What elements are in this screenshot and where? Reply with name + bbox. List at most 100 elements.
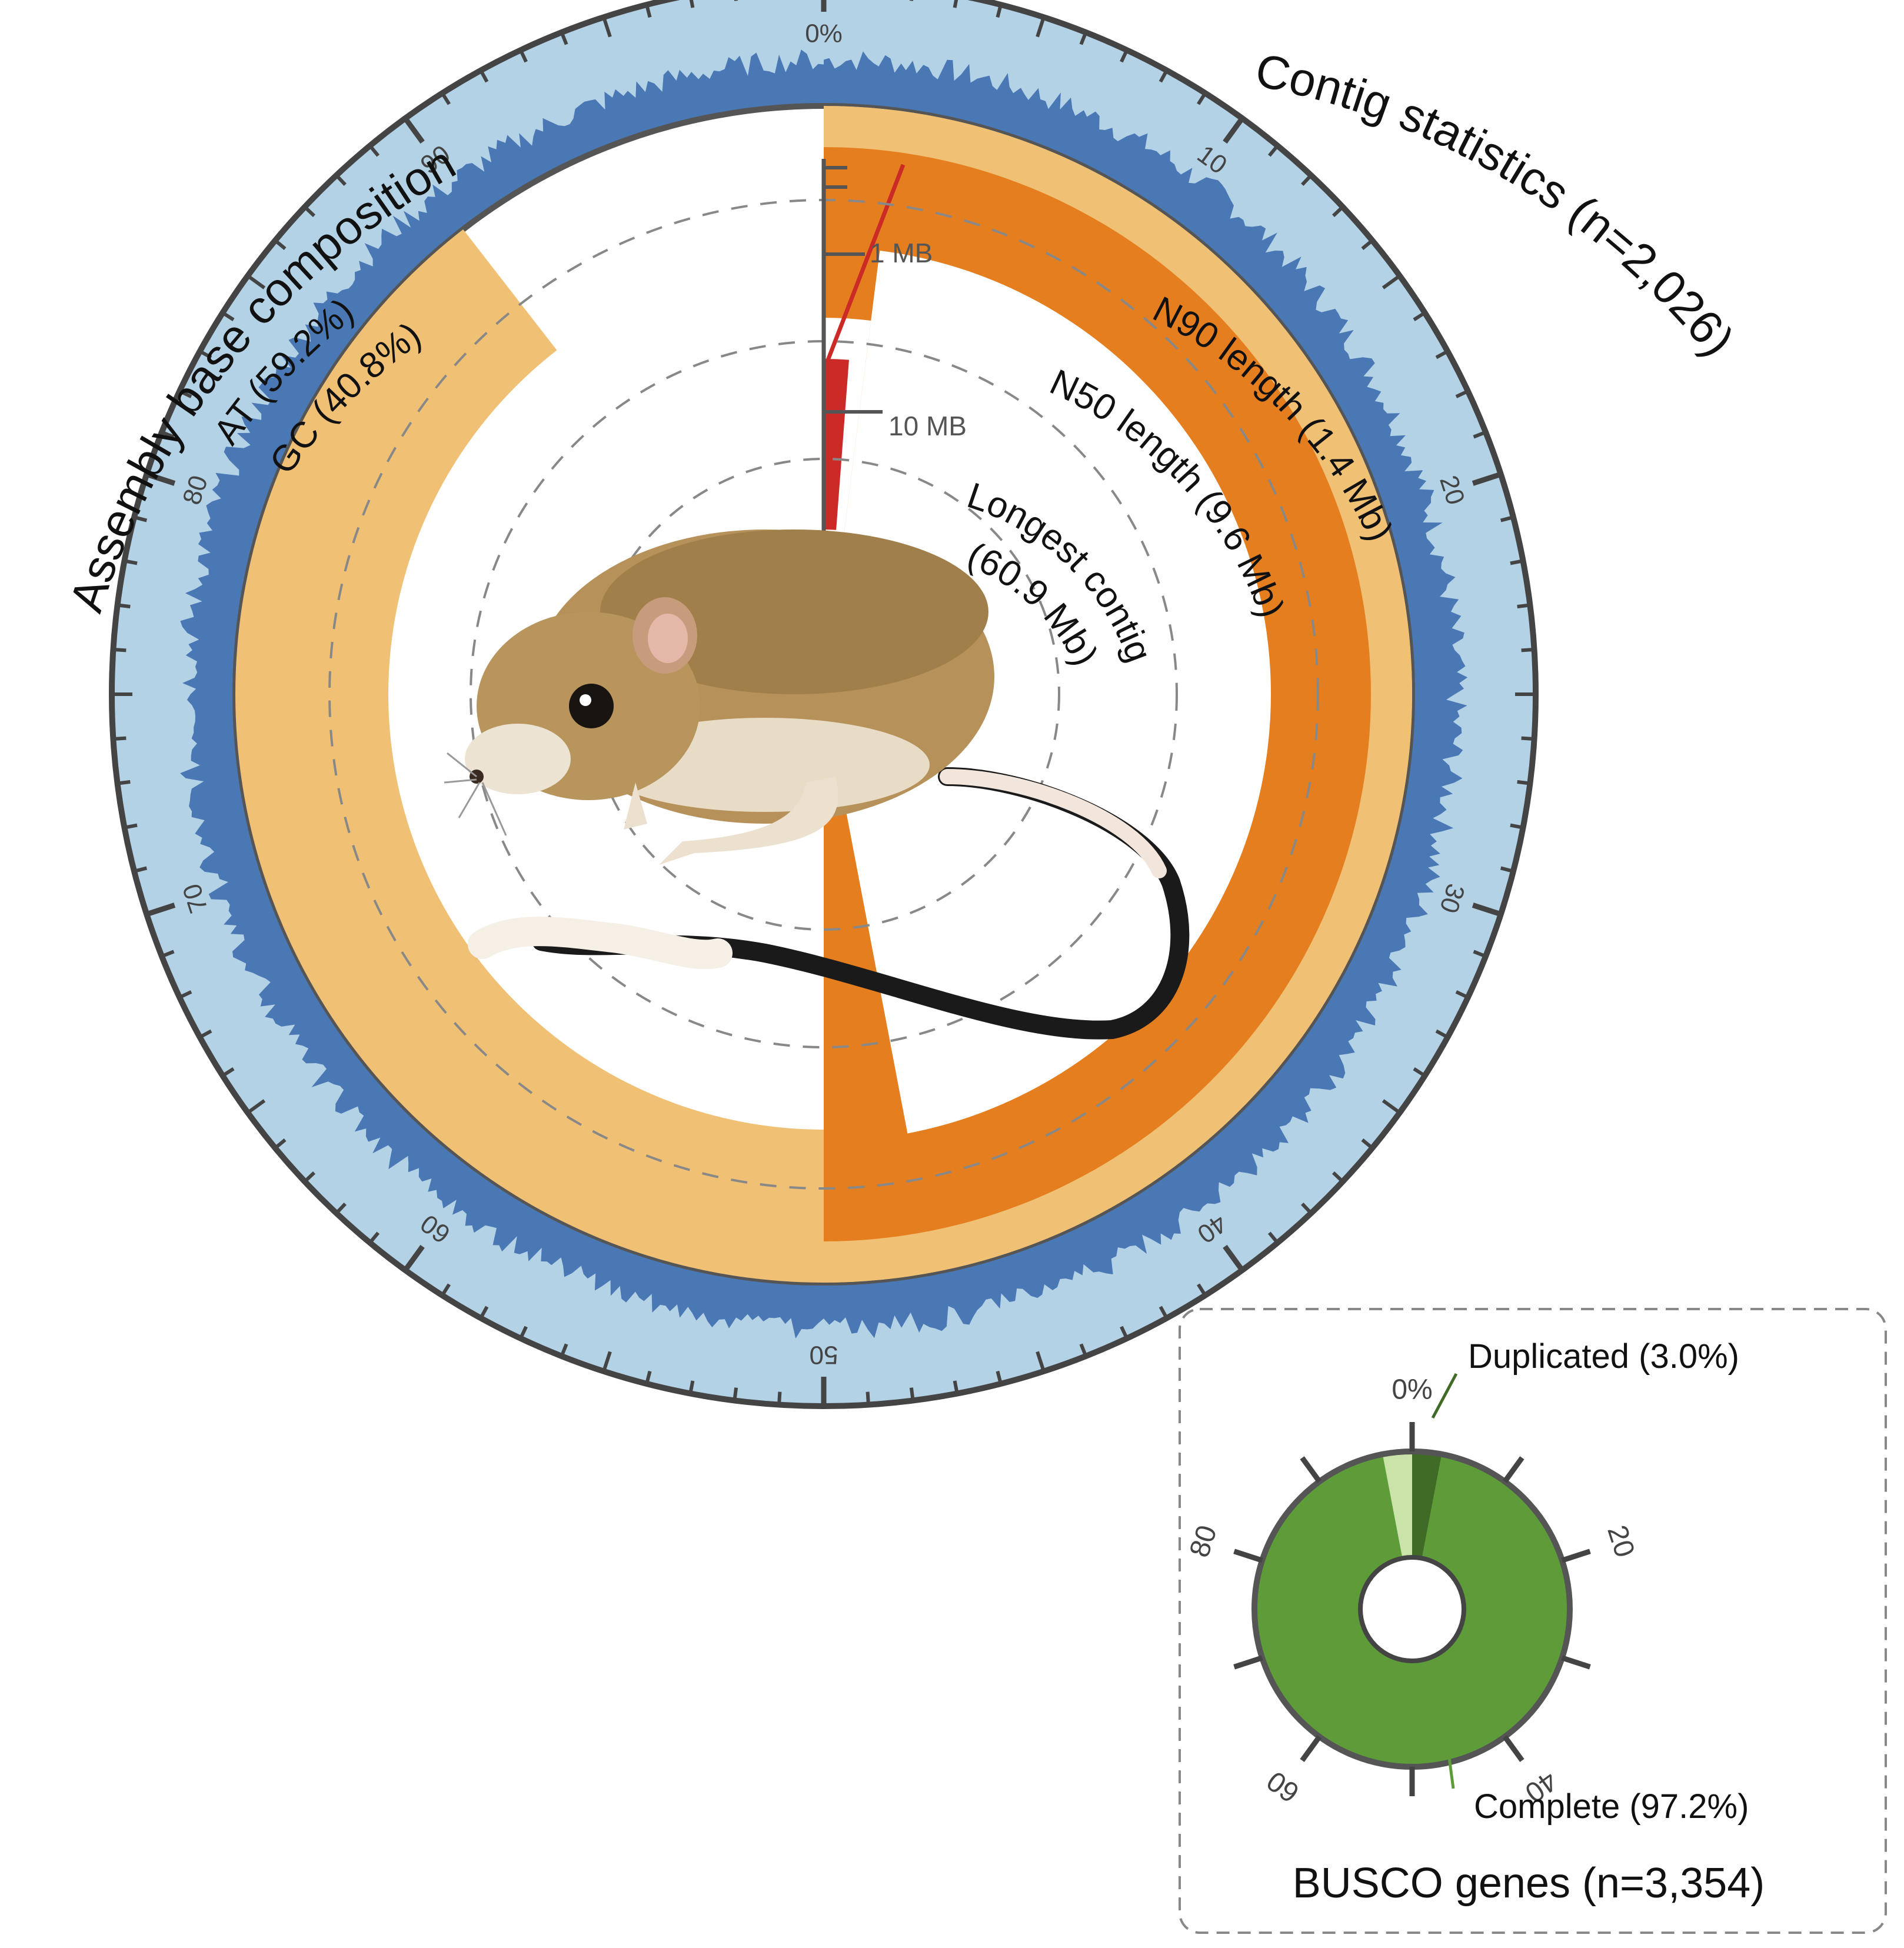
outer-tick — [1197, 92, 1207, 105]
outer-tick — [1159, 69, 1169, 83]
outer-tick — [1455, 389, 1469, 398]
radial-scale-axis: 1 MB 10 MB — [821, 159, 967, 546]
outer-tick — [733, 1387, 738, 1401]
outer-tick — [247, 1099, 266, 1114]
complete-leader-line — [1446, 1744, 1455, 1789]
outer-tick — [1510, 823, 1524, 830]
outer-tick — [645, 4, 652, 18]
outer-tick — [602, 16, 612, 38]
outer-tick — [1510, 559, 1524, 565]
outer-tick — [996, 4, 1003, 18]
outer-tick — [1267, 144, 1279, 157]
outer-tick-label: 50 — [810, 1340, 838, 1369]
outer-tick — [1500, 515, 1514, 522]
outer-tick — [1472, 903, 1502, 917]
busco-tick — [1502, 1735, 1524, 1762]
busco-tick — [1233, 1549, 1263, 1563]
outer-tick — [1435, 1029, 1449, 1039]
busco-donut-chart — [1251, 1448, 1573, 1770]
outer-tick — [1517, 603, 1530, 609]
outer-tick — [1473, 430, 1487, 439]
outer-tick — [734, 0, 738, 1]
outer-tick-label: 0% — [805, 19, 843, 48]
outer-tick — [909, 1387, 915, 1401]
longest-contig-line — [824, 164, 906, 366]
contig-statistics-rings — [235, 106, 1413, 1283]
busco-tick — [1502, 1456, 1524, 1483]
outer-tick — [1413, 311, 1426, 321]
scale-label-1mb: 1 MB — [870, 238, 933, 268]
outer-tick — [1036, 1351, 1046, 1372]
outer-tick — [117, 780, 131, 785]
longest-contig-wedge — [824, 359, 849, 530]
busco-tick — [1300, 1735, 1322, 1762]
outer-tick — [909, 0, 914, 1]
busco-tick-label: 0% — [1392, 1374, 1432, 1406]
busco-tick — [1233, 1655, 1263, 1670]
outer-tick — [1120, 1326, 1129, 1340]
outer-tick — [1361, 239, 1374, 251]
outer-tick — [303, 205, 316, 217]
outer-tick — [441, 1283, 451, 1297]
outer-tick — [368, 144, 380, 157]
outer-tick — [247, 274, 266, 289]
outer-tick — [124, 823, 138, 830]
outer-tick — [1301, 174, 1313, 187]
outer-tick — [1079, 31, 1088, 45]
inner-reveal — [824, 250, 1271, 1134]
busco-tick — [1300, 1456, 1322, 1483]
outer-tick — [1223, 116, 1244, 144]
outer-tick — [1120, 49, 1129, 63]
outer-tick — [1267, 1231, 1279, 1244]
outer-tick — [113, 736, 127, 741]
outer-tick — [777, 1391, 782, 1405]
outer-tick — [117, 603, 131, 609]
outer-tick — [689, 0, 695, 8]
busco-duplicated-wedge — [1412, 1453, 1442, 1557]
outer-tick — [479, 69, 489, 83]
outer-tick — [145, 903, 176, 917]
busco-fragmented-wedge — [1383, 1453, 1412, 1557]
outer-tick — [1455, 990, 1469, 999]
outer-tick — [1332, 205, 1344, 217]
outer-tick — [560, 1343, 568, 1357]
outer-tick — [178, 990, 192, 999]
outer-tick — [1197, 1283, 1207, 1297]
kangaroo-rat-illustration — [444, 530, 1190, 1040]
outer-tick — [1361, 1138, 1374, 1150]
outer-tick — [996, 1370, 1003, 1384]
outer-tick — [1435, 349, 1449, 359]
outer-tick — [560, 31, 568, 45]
complete-label: Complete (97.2%) — [1474, 1787, 1749, 1826]
outer-tick — [274, 1138, 287, 1150]
contig-length-band — [235, 229, 824, 1283]
outer-tick — [953, 0, 958, 8]
outer-tick — [124, 559, 138, 565]
duplicated-leader-line — [1431, 1373, 1458, 1419]
outer-tick — [1473, 950, 1487, 958]
busco-tick — [1561, 1655, 1591, 1670]
outer-tick — [1382, 274, 1401, 289]
busco-tick — [1561, 1549, 1591, 1563]
outer-tick — [221, 1067, 235, 1077]
outer-tick — [519, 1326, 528, 1340]
outer-tick — [221, 311, 235, 321]
busco-center-hole — [1358, 1555, 1466, 1663]
duplicated-label: Duplicated (3.0%) — [1468, 1337, 1739, 1376]
outer-tick — [1517, 780, 1530, 785]
outer-tick — [199, 1029, 212, 1039]
outer-tick — [403, 1244, 425, 1272]
outer-tick — [368, 1231, 380, 1244]
outer-tick — [441, 92, 451, 105]
outer-tick — [403, 116, 425, 144]
outer-tick — [274, 239, 287, 251]
outer-tick — [1223, 1244, 1244, 1272]
outer-tick — [602, 1351, 612, 1372]
outer-tick — [1301, 1202, 1313, 1215]
outer-tick — [134, 515, 148, 522]
scale-label-10mb: 10 MB — [888, 411, 967, 441]
busco-title: BUSCO genes (n=3,354) — [1293, 1860, 1765, 1907]
outer-tick — [303, 1171, 316, 1183]
